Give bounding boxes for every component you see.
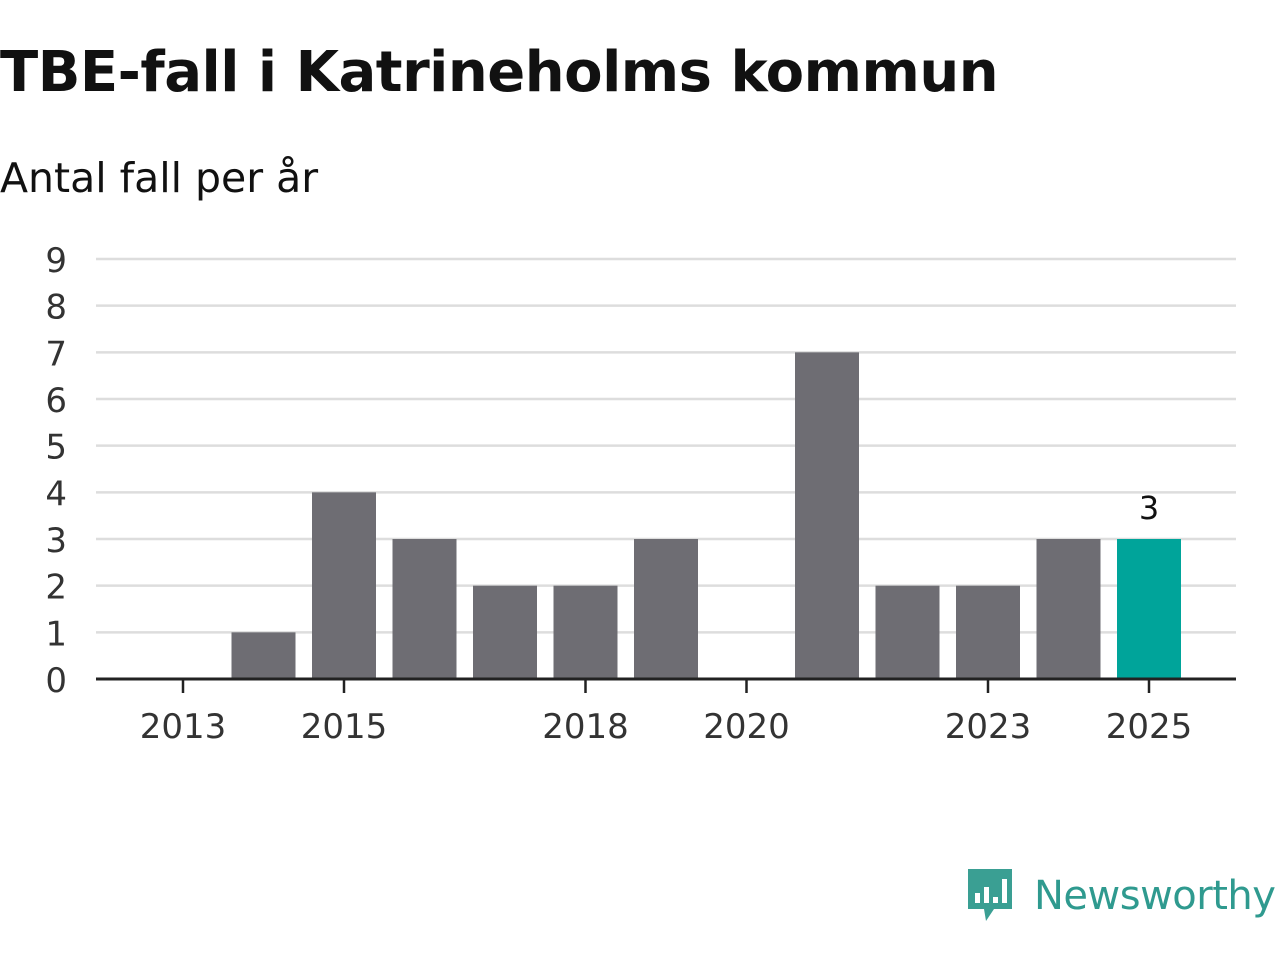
chart-subtitle: Antal fall per år bbox=[0, 154, 319, 202]
chart-title: TBE-fall i Katrineholms kommun bbox=[0, 40, 999, 105]
bar-2024 bbox=[1036, 539, 1101, 679]
x-tick-label: 2013 bbox=[140, 707, 227, 747]
bar-2018 bbox=[553, 585, 618, 679]
y-tick-label: 3 bbox=[45, 521, 67, 561]
bar-2017 bbox=[473, 585, 537, 679]
y-tick-label: 6 bbox=[45, 381, 67, 421]
x-tick-label: 2023 bbox=[945, 707, 1032, 747]
bar-2016 bbox=[392, 539, 457, 679]
y-tick-label: 1 bbox=[45, 614, 67, 654]
bar-2025 bbox=[1117, 539, 1181, 679]
brand-name: Newsworthy bbox=[1034, 873, 1276, 919]
bar-2022 bbox=[875, 585, 940, 679]
x-tick-label: 2015 bbox=[301, 707, 388, 747]
y-tick-label: 8 bbox=[45, 288, 67, 328]
bar-2021 bbox=[795, 352, 859, 679]
y-tick-label: 0 bbox=[45, 661, 67, 701]
y-tick-label: 4 bbox=[45, 474, 67, 514]
x-tick-label: 2025 bbox=[1106, 707, 1193, 747]
y-tick-label: 2 bbox=[45, 568, 67, 608]
y-tick-label: 9 bbox=[45, 241, 67, 281]
bar-chart: 0 1 2 3 4 5 6 7 8 9 3 2013 2015 2018 2020 2023 2025 bbox=[45, 241, 1236, 747]
bar-2015 bbox=[312, 492, 376, 679]
x-tick-label: 2018 bbox=[542, 707, 629, 747]
bar-2014 bbox=[231, 632, 296, 679]
newsworthy-brand: Newsworthy bbox=[964, 864, 1276, 928]
x-tick-label: 2020 bbox=[703, 707, 790, 747]
bar-2023 bbox=[956, 585, 1020, 679]
y-tick-label: 5 bbox=[45, 428, 67, 468]
newsworthy-bar-chart-icon bbox=[968, 869, 1012, 921]
bar-2019 bbox=[634, 539, 698, 679]
y-tick-label: 7 bbox=[45, 334, 67, 374]
data-label: 3 bbox=[1139, 489, 1159, 527]
